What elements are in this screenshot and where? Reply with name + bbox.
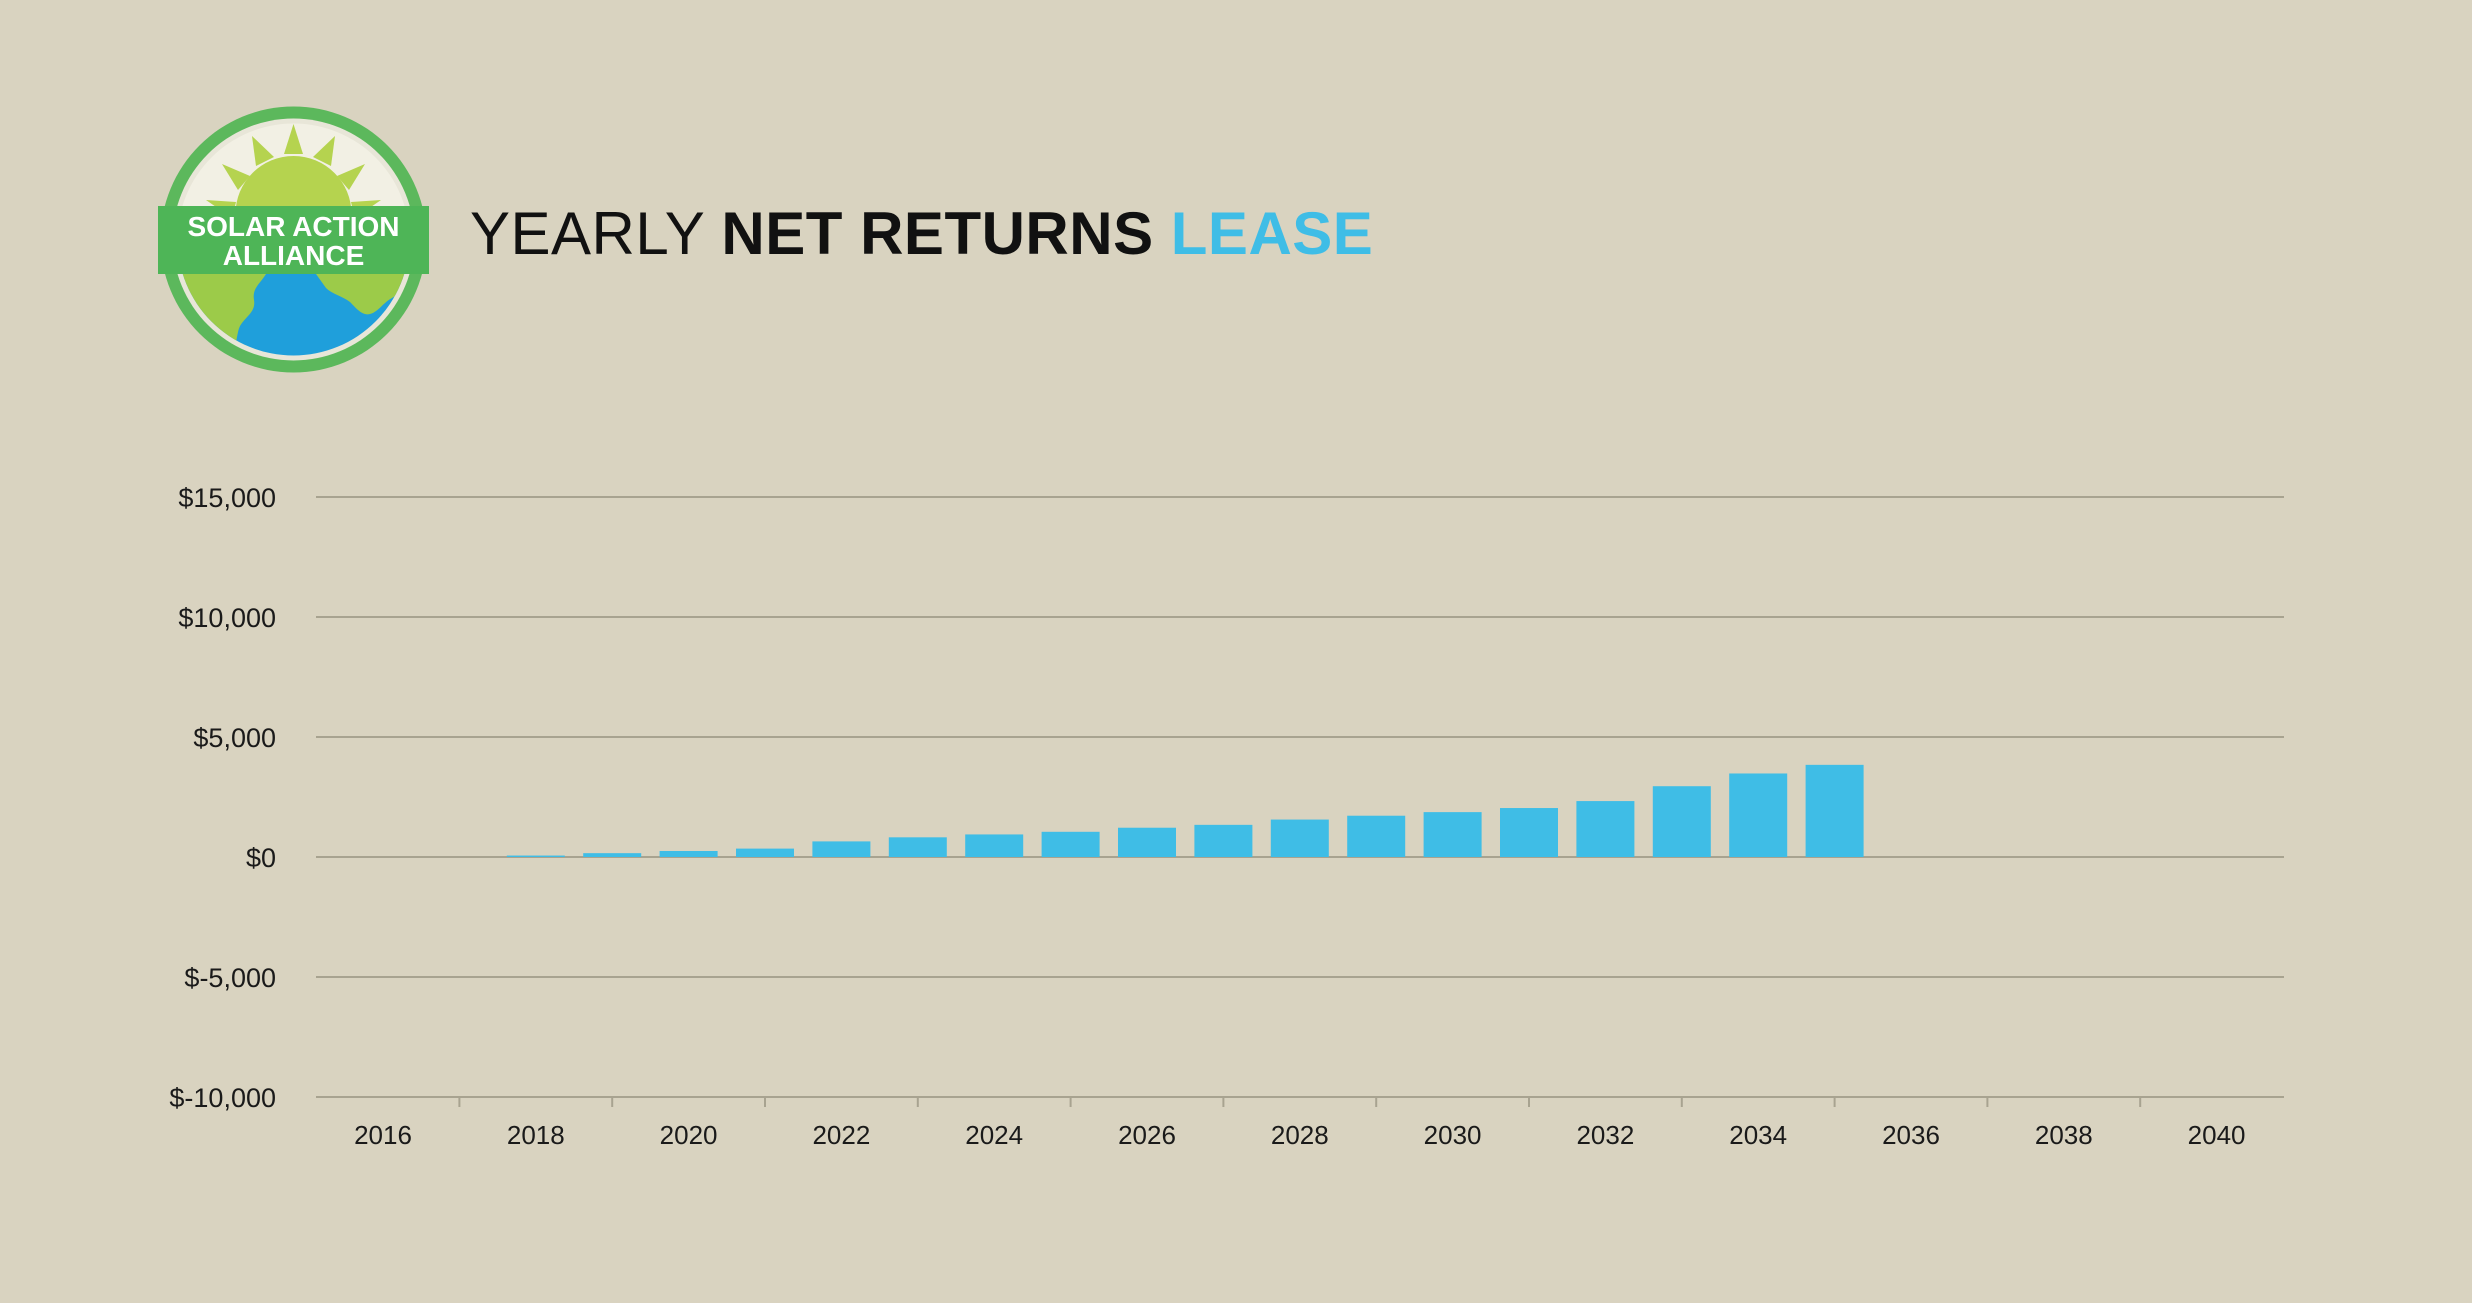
x-tick-label: 2024: [965, 1120, 1023, 1150]
x-tick-label: 2032: [1576, 1120, 1634, 1150]
x-tick-label: 2020: [660, 1120, 718, 1150]
x-tick-label: 2026: [1118, 1120, 1176, 1150]
chart-title: YEARLY NET RETURNS LEASE: [470, 196, 1373, 272]
solar-action-alliance-logo: SOLAR ACTION ALLIANCE: [158, 106, 429, 373]
y-tick-label: $-5,000: [184, 963, 276, 993]
y-tick-label: $0: [246, 843, 276, 873]
logo-text-line1: SOLAR ACTION: [187, 211, 399, 242]
title-word-yearly: YEARLY: [470, 200, 722, 267]
bar-2031: [1500, 808, 1558, 857]
logo-banner: [158, 206, 429, 274]
y-tick-label: $5,000: [193, 723, 276, 753]
bar-2028: [1270, 819, 1329, 857]
bar-2026: [1118, 827, 1176, 857]
bar-2021: [736, 848, 794, 857]
logo-text-line2: ALLIANCE: [223, 240, 365, 271]
bar-2035: [1805, 764, 1864, 857]
bar-2032: [1576, 801, 1635, 857]
x-tick-label: 2040: [2188, 1120, 2246, 1150]
y-tick-label: $15,000: [178, 483, 276, 513]
axes: $15,000 $10,000 $5,000 $0 $-5,000 $-10,000 201…: [169, 483, 2245, 1150]
bar-2024: [965, 834, 1024, 857]
x-tick-label: 2018: [507, 1120, 565, 1150]
bars: [506, 764, 1864, 857]
x-tick-label: 2028: [1271, 1120, 1329, 1150]
land-right: [316, 274, 407, 315]
x-tick-label: 2034: [1729, 1120, 1787, 1150]
title-word-lease: LEASE: [1153, 200, 1374, 267]
bar-2019: [583, 853, 642, 857]
x-tick-label: 2030: [1424, 1120, 1482, 1150]
bar-2023: [888, 837, 947, 857]
bar-2033: [1652, 786, 1711, 857]
bar-2018: [506, 855, 565, 857]
bar-2030: [1423, 812, 1482, 857]
land-left: [178, 274, 266, 352]
bar-2029: [1347, 815, 1406, 857]
x-tick-label: 2036: [1882, 1120, 1940, 1150]
y-tick-label: $10,000: [178, 603, 276, 633]
bar-2020: [659, 851, 718, 857]
x-tick-label: 2022: [812, 1120, 870, 1150]
bar-2025: [1041, 831, 1100, 857]
bar-2034: [1729, 773, 1788, 857]
x-tick-label: 2016: [354, 1120, 412, 1150]
x-tick-label: 2038: [2035, 1120, 2093, 1150]
gridlines: [316, 496, 2284, 1098]
title-word-net-returns: NET RETURNS: [721, 200, 1154, 267]
y-tick-label: $-10,000: [169, 1083, 276, 1113]
bar-2027: [1194, 824, 1253, 857]
bar-2022: [812, 841, 871, 857]
